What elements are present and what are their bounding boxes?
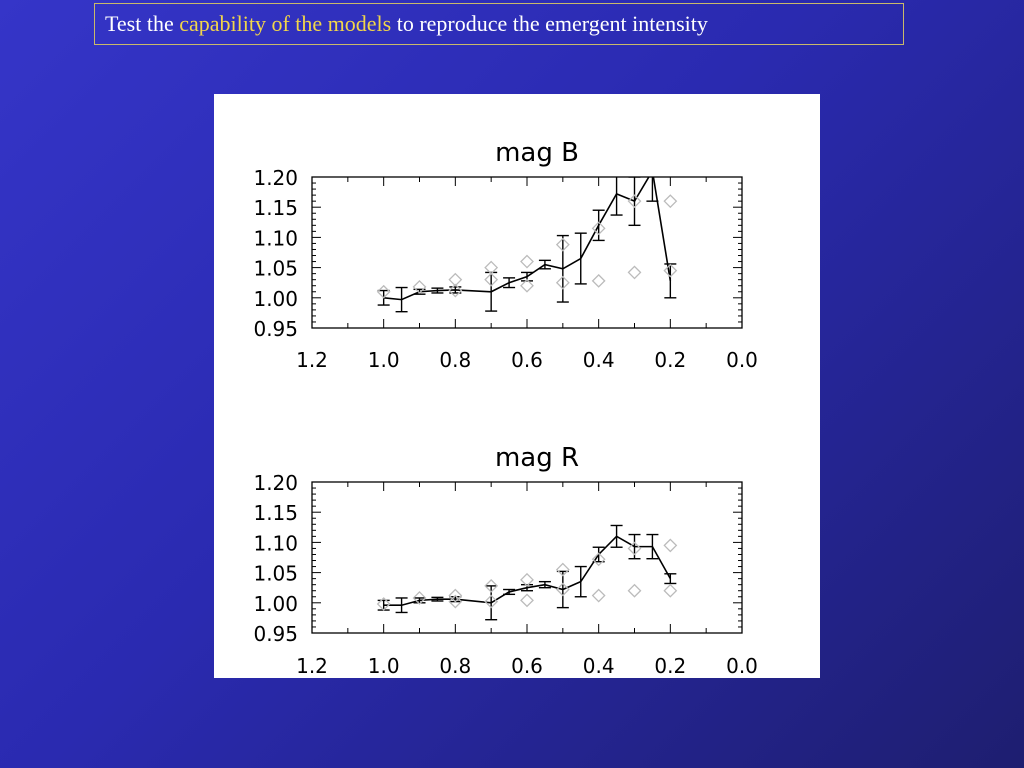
y-tick-label: 0.95 [253,317,298,341]
plot-frame [311,481,743,634]
observed-point [591,221,606,236]
x-tick-label: 0.2 [654,654,686,678]
observed-point [555,275,570,290]
x-tick-label: 0.6 [511,654,543,678]
observed-point [627,541,642,556]
x-tick-label: 1.2 [296,654,328,678]
observed-point [448,588,463,603]
x-tick-label: 0.8 [439,654,471,678]
y-tick-label: 1.00 [253,287,298,311]
observed-point [555,562,570,577]
x-tick-label: 1.2 [296,348,328,372]
observed-point [627,583,642,598]
observed-point [520,278,534,293]
observed-point [591,552,606,567]
x-tick-label: 0.2 [654,348,686,372]
observed-point [520,572,534,587]
observed-point [448,594,463,609]
title-suffix: to reproduce the emergent intensity [396,11,708,36]
figure-panel: mag B 1.2 1.0 0.8 0.6 0.4 0.2 0.0 0.95 1.00 1.05 1.… [214,94,820,678]
x-tick-label: 1.0 [368,654,400,678]
y-tick-label: 1.15 [253,196,298,220]
x-tick-label: 0.4 [583,348,615,372]
observed-point [448,272,463,287]
observed-point [627,265,642,280]
x-tick-label: 0.0 [726,348,758,372]
slide-title: Test the capability of the models to rep… [94,3,904,45]
y-tick-label: 1.20 [253,471,298,495]
x-tick-label: 1.0 [368,348,400,372]
plot-area [376,524,678,621]
y-tick-label: 1.20 [253,166,298,190]
title-prefix: Test the [105,11,174,36]
chart-title: mag B [495,138,579,168]
observed-point [555,582,570,597]
observed-point [412,280,427,294]
model-line [383,177,672,301]
observed-point [663,583,678,598]
observed-point [448,283,463,298]
x-tick-label: 0.0 [726,654,758,678]
observed-point [591,588,606,603]
charts-svg: mag B 1.2 1.0 0.8 0.6 0.4 0.2 0.0 0.95 1.00 1.05 1.… [253,138,757,678]
y-tick-label: 1.05 [253,257,298,281]
observed-point [663,194,678,209]
observed-point [591,273,606,288]
observed-point [663,263,678,278]
x-tick-label: 0.8 [439,348,471,372]
y-tick-label: 1.15 [253,501,298,525]
observed-point [484,578,499,593]
y-tick-label: 1.05 [253,562,298,586]
observed-point [412,591,427,605]
observed-point [627,194,642,209]
chart-title: mag R [495,443,579,473]
chart-mag-r: mag R 1.2 1.0 0.8 0.6 0.4 0.2 0.0 0.95 1.00 1.05 1.… [253,443,757,678]
observed-point [520,254,534,269]
observed-point [484,272,499,287]
observed-point [376,597,391,611]
observed-point [663,538,678,553]
y-tick-label: 1.10 [253,531,298,555]
x-tick-label: 0.6 [511,348,543,372]
y-tick-label: 0.95 [253,622,298,646]
title-highlight: capability of the models [179,11,392,36]
plot-area [376,177,678,313]
y-tick-label: 1.00 [253,592,298,616]
plot-frame [311,176,743,329]
model-line [383,535,672,607]
observed-point [520,593,534,608]
y-tick-label: 1.10 [253,226,298,250]
chart-mag-b: mag B 1.2 1.0 0.8 0.6 0.4 0.2 0.0 0.95 1.00 1.05 1.… [253,138,757,372]
observed-point [376,284,391,299]
x-tick-label: 0.4 [583,654,615,678]
observed-point [484,594,499,609]
observed-point [555,237,570,252]
